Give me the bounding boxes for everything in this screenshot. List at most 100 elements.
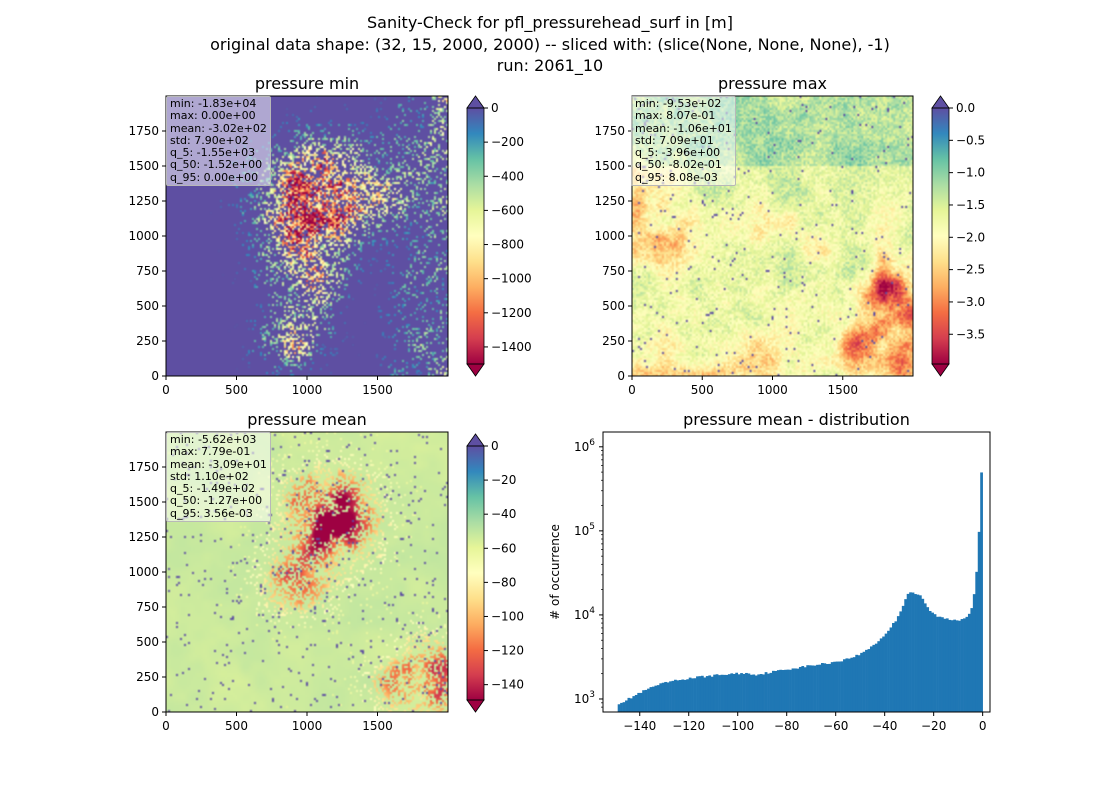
histogram-bar — [872, 644, 876, 712]
histogram-bar — [906, 593, 910, 712]
stats-box-pressure-mean: min: -5.62e+03 max: 7.79e-01 mean: -3.09… — [166, 432, 271, 523]
x-tick-label: 0 — [162, 383, 170, 397]
histogram-bar — [847, 658, 851, 712]
colorbar-tick-label: −1.0 — [956, 166, 985, 180]
histogram-bar — [911, 592, 915, 712]
x-tick-label: −60 — [823, 719, 848, 733]
histogram-bar — [740, 673, 743, 712]
histogram-bar — [661, 682, 665, 712]
histogram-bar — [865, 649, 868, 712]
histogram-bar — [776, 670, 780, 712]
y-tick-label: 750 — [136, 264, 159, 278]
y-tick-label: 1250 — [128, 194, 159, 208]
histogram-bar — [715, 674, 719, 712]
histogram-bar — [730, 673, 734, 712]
histogram-bar — [708, 675, 712, 712]
histogram-bar — [629, 698, 633, 712]
colorbar-tick-label: −40 — [491, 507, 516, 521]
histogram-bar — [625, 700, 628, 712]
colorbar-extend-min — [466, 363, 485, 377]
histogram-bar — [803, 667, 807, 712]
histogram-bar — [928, 610, 932, 712]
histogram-bar — [828, 663, 832, 712]
histogram-bar — [843, 659, 846, 712]
stats-box-pressure-min: min: -1.83e+04 max: 0.00e+00 mean: -3.02… — [166, 96, 271, 187]
histogram-bar — [899, 611, 903, 712]
histogram-bar — [801, 666, 805, 712]
histogram-bar — [683, 679, 687, 712]
histogram-bar — [963, 618, 966, 712]
histogram-bar — [718, 675, 721, 712]
colorbar — [932, 108, 949, 364]
colorbar-tick-label: −60 — [491, 541, 516, 555]
histogram-bar — [950, 620, 954, 712]
histogram-bar — [955, 620, 959, 712]
histogram-bar — [892, 622, 895, 712]
histogram-bar — [669, 681, 672, 712]
histogram-bar — [727, 674, 731, 712]
histogram-bar — [835, 661, 839, 712]
colorbar-extend-min — [931, 363, 950, 377]
histogram-bar — [762, 674, 765, 712]
x-tick-label: 500 — [225, 719, 248, 733]
histogram-bar — [647, 688, 650, 712]
y-tick-label: 104 — [574, 606, 595, 622]
panel-title: pressure max — [718, 74, 827, 93]
x-tick-label: 1500 — [362, 383, 393, 397]
y-tick-label: 0 — [151, 369, 159, 383]
x-tick-label: −20 — [921, 719, 946, 733]
histogram-bar — [879, 638, 883, 712]
y-tick-label: 250 — [136, 670, 159, 684]
y-tick-label: 750 — [136, 600, 159, 614]
histogram-bar — [938, 616, 942, 712]
histogram-bar — [654, 685, 658, 712]
histogram-bar — [649, 687, 653, 712]
histogram-bar — [710, 676, 714, 712]
y-tick-label: 103 — [574, 690, 595, 706]
x-tick-label: −80 — [774, 719, 799, 733]
histogram-bar — [757, 674, 761, 712]
histogram-bar — [948, 619, 952, 712]
histogram-bar — [916, 594, 920, 712]
x-tick-label: 1500 — [362, 719, 393, 733]
histogram-bar — [884, 633, 888, 712]
histogram-bar — [681, 679, 685, 712]
histogram-bar — [941, 617, 944, 712]
colorbar-tick-label: −600 — [491, 203, 524, 217]
colorbar-extend-max — [466, 433, 485, 447]
colorbar-extend-max — [931, 95, 950, 109]
histogram-bar — [696, 676, 699, 712]
histogram-bar — [791, 668, 795, 712]
histogram-bar — [840, 661, 844, 712]
histogram-bar — [825, 664, 829, 712]
colorbar-tick-label: 0 — [491, 439, 499, 453]
histogram-bar — [811, 665, 814, 712]
histogram-bar — [813, 665, 817, 712]
histogram-panel: pressure mean - distribution −140 −120 −100… — [548, 410, 991, 733]
histogram-bar — [693, 678, 697, 712]
histogram-bar — [820, 663, 824, 712]
histogram-bar — [784, 669, 788, 712]
colorbar-tick-label: −100 — [491, 609, 524, 623]
colorbar-tick-label: −0.5 — [956, 133, 985, 147]
histogram-bar — [818, 664, 822, 712]
x-tick-label: 0 — [628, 383, 636, 397]
heatmap-panel: pressure max 0 500 1000 1500 0 250 500 750 1000 12… — [594, 74, 985, 397]
y-tick-label: 1500 — [128, 495, 159, 509]
histogram-bar — [860, 652, 863, 712]
x-tick-label: 500 — [225, 383, 248, 397]
x-tick-label: 1000 — [757, 383, 788, 397]
y-tick-label: 0 — [151, 705, 159, 719]
heatmap-panel: pressure mean 0 500 1000 1500 0 250 500 750 1000 1… — [128, 410, 524, 733]
histogram-bar — [723, 674, 726, 712]
histogram-bar — [779, 669, 783, 712]
histogram-bar — [637, 692, 641, 712]
histogram-bar — [754, 675, 758, 712]
colorbar-extend-max — [466, 95, 485, 109]
histogram-bar — [798, 666, 802, 712]
figure-subtitle: original data shape: (32, 15, 2000, 2000… — [210, 35, 890, 54]
histogram-bar — [923, 603, 927, 712]
colorbar-tick-label: −1400 — [491, 340, 532, 354]
colorbar-tick-label: −3.0 — [956, 295, 985, 309]
